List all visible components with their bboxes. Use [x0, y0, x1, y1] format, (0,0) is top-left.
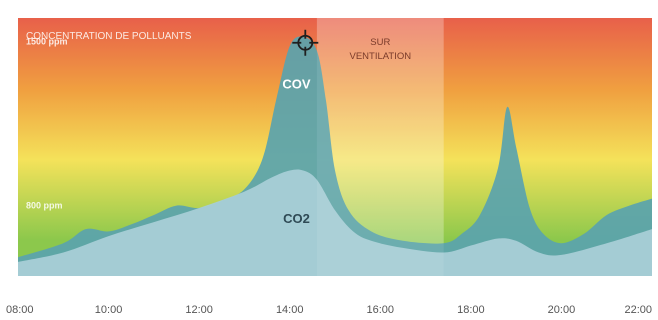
x-tick-label: 20:00: [548, 304, 576, 316]
reference-level-label: 800 ppm: [26, 201, 63, 211]
series-annotation-cov: COV: [282, 76, 311, 91]
chart-title: CONCENTRATION DE POLLUANTS: [26, 31, 192, 42]
x-tick-label: 16:00: [367, 304, 395, 316]
series-area-co2: [18, 169, 652, 276]
reference-level-label: 1500 ppm: [26, 36, 68, 46]
x-tick-label: 22:00: [624, 304, 652, 316]
x-tick-label: 08:00: [6, 304, 34, 316]
x-tick-label: 10:00: [95, 304, 123, 316]
ventilation-label-line: VENTILATION: [349, 51, 411, 62]
x-tick-label: 12:00: [185, 304, 213, 316]
crosshair-icon: [292, 29, 319, 56]
ventilation-period-overlay: [316, 18, 444, 276]
x-tick-label: 18:00: [457, 304, 485, 316]
series-annotation-co2: CO2: [283, 211, 310, 226]
x-tick-label: 14:00: [276, 304, 304, 316]
ventilation-label-line: SUR: [370, 37, 390, 48]
